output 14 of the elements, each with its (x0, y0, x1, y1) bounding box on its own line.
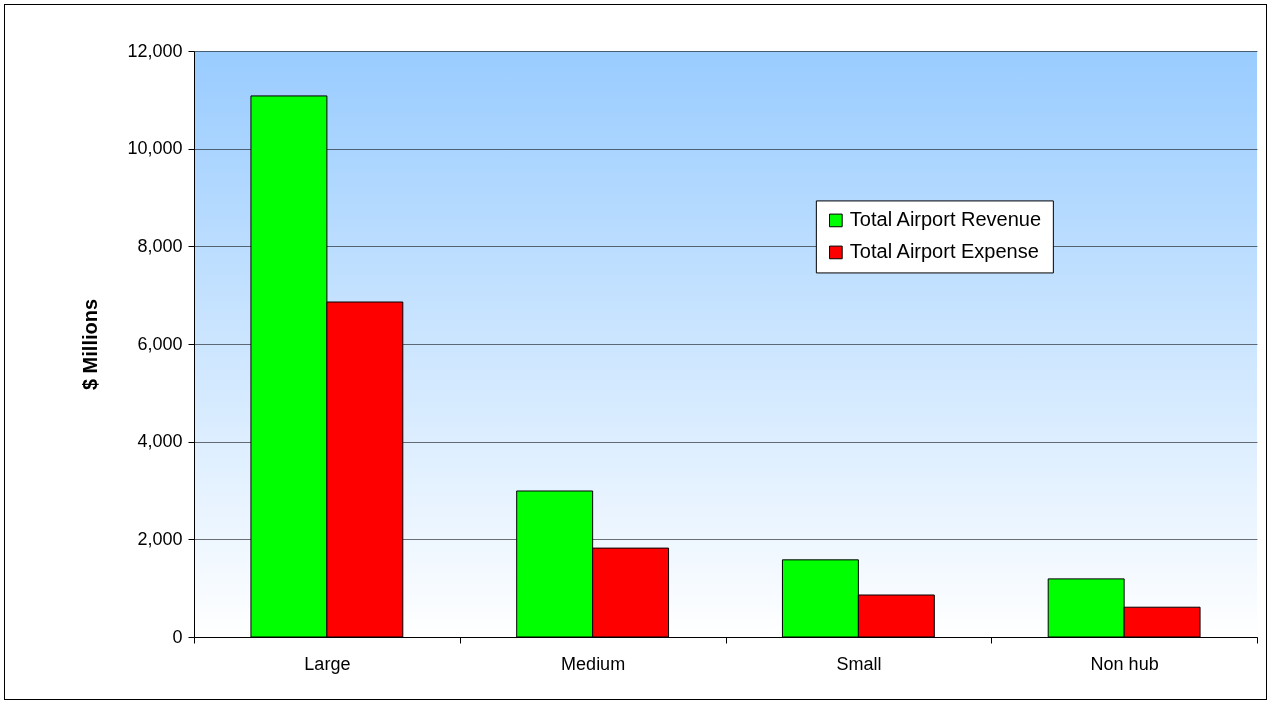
legend-label: Total Airport Revenue (849, 208, 1042, 231)
y-tick-label: 6,000 (137, 333, 183, 354)
y-tick-label: 2,000 (137, 528, 183, 549)
y-tick-label: 10,000 (127, 138, 183, 159)
x-tick-label: Non hub (1090, 653, 1159, 674)
x-tick-label: Medium (561, 653, 626, 674)
y-tick-label: 0 (172, 626, 183, 647)
x-tick-label: Large (304, 653, 351, 674)
x-tick-label: Small (836, 653, 882, 674)
y-tick-label: 12,000 (127, 40, 183, 61)
y-tick-label: 8,000 (137, 235, 183, 256)
legend-label: Total Airport Expense (849, 240, 1039, 263)
y-tick-label: 4,000 (137, 431, 183, 452)
y-axis-title: $ Millions (79, 298, 102, 391)
